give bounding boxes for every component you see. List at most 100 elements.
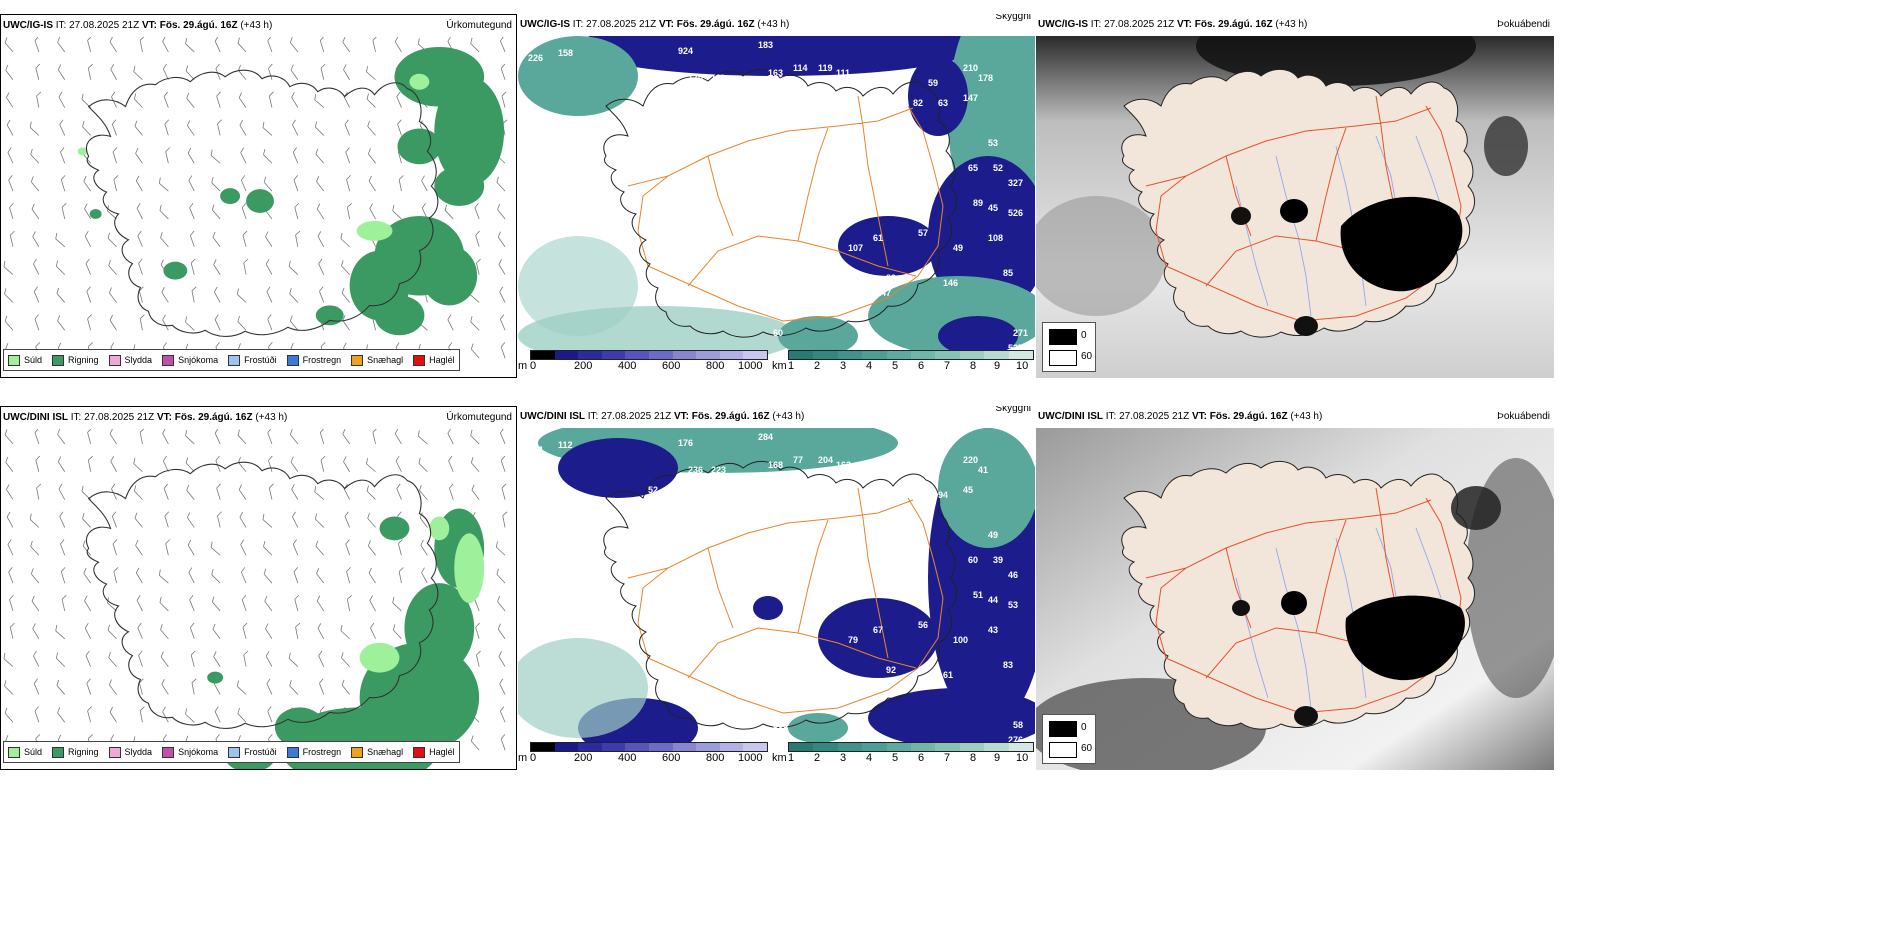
wind-barb xyxy=(87,63,93,80)
cloud-base-label: 176 xyxy=(678,438,693,448)
wind-barb xyxy=(138,286,144,303)
cloud-area xyxy=(558,438,678,498)
wind-barb xyxy=(32,231,40,247)
wind-barb xyxy=(419,484,428,500)
wind-barb xyxy=(138,258,143,275)
wind-barb xyxy=(239,119,247,136)
wind-barb xyxy=(396,483,402,500)
wind-barb xyxy=(7,147,14,164)
cloud-base-label: 83 xyxy=(1003,660,1013,670)
wind-barb xyxy=(238,456,247,472)
wind-barb xyxy=(136,203,143,220)
wind-barb xyxy=(366,458,376,473)
wind-barb xyxy=(4,315,14,331)
wind-barb xyxy=(55,652,66,667)
lead-time: (+43 h) xyxy=(772,411,805,422)
cloud-base-label: 39 xyxy=(993,555,1003,565)
cloud-area xyxy=(928,156,1035,316)
valid-label: VT: xyxy=(156,412,172,423)
wind-barb xyxy=(3,260,14,275)
colorbar-tick: 4 xyxy=(866,360,873,372)
wind-barb xyxy=(268,483,274,500)
wind-barb xyxy=(242,230,248,247)
precip-areas xyxy=(207,508,485,769)
cloud-base-label: 53 xyxy=(928,470,938,480)
colorbar-tick: 3 xyxy=(840,360,847,372)
wind-barb xyxy=(395,455,402,472)
cloud-base-label: 60 xyxy=(968,555,978,565)
wind-barb xyxy=(496,568,506,584)
wind-barb xyxy=(36,91,42,108)
colorbar-tick: 2 xyxy=(814,360,821,372)
wind-barb xyxy=(474,202,480,220)
wind-barb xyxy=(317,623,325,639)
wind-barb xyxy=(185,65,195,81)
legend-item-snow: Snjókoma xyxy=(162,746,218,758)
wind-barb xyxy=(216,483,221,500)
wind-barb xyxy=(316,203,325,220)
ptype-panel-row1: UWC/IG-IS IT: 27.08.2025 21Z VT: Fös. 29… xyxy=(0,14,517,378)
wind-barb xyxy=(5,456,14,472)
wind-barb xyxy=(340,232,350,248)
cloud-base-label: 117 xyxy=(528,445,543,455)
wind-barb xyxy=(85,650,92,667)
wind-barb xyxy=(55,260,66,275)
colorbar-tick: 5 xyxy=(892,360,899,372)
cloud-base-label: 226 xyxy=(528,53,543,63)
wind-barb xyxy=(214,314,221,331)
cloud-map: 226 158 924 183 170 111 163 114 119 111 45 59 82 63 21… xyxy=(518,36,1035,356)
model-name: UWC/DINI ISL xyxy=(3,412,68,423)
wind-barb xyxy=(112,147,118,164)
wind-barb xyxy=(237,429,247,445)
wind-barb xyxy=(343,483,351,500)
wind-barb xyxy=(264,595,273,612)
wind-barb xyxy=(294,202,300,220)
variable-name: Skyggni xyxy=(995,406,1031,414)
colorbar-tick: 1000 xyxy=(738,752,763,764)
wind-barb xyxy=(4,288,14,303)
fog-legend: 0 60 xyxy=(1042,714,1096,764)
wind-barb xyxy=(81,93,91,108)
wind-barb xyxy=(500,342,506,359)
wind-barb xyxy=(86,286,92,303)
cloud-base-label: 45 xyxy=(648,93,658,103)
cloud-base-label: 59 xyxy=(928,78,938,88)
cloud-base-label: 61 xyxy=(873,233,883,243)
wind-barb xyxy=(292,511,299,528)
colorbar-tick: 200 xyxy=(574,360,593,372)
wind-barb xyxy=(470,316,480,331)
wind-barb xyxy=(500,63,506,80)
wind-barb xyxy=(165,539,171,556)
wind-barb xyxy=(265,623,273,639)
wind-barb xyxy=(30,568,40,584)
wind-barb xyxy=(243,258,249,275)
wind-barb xyxy=(392,205,402,220)
variable-name: Úrkomutegund xyxy=(446,20,512,31)
wind-barb xyxy=(164,511,170,528)
wind-barb xyxy=(108,651,117,667)
wind-barb xyxy=(159,596,169,612)
wind-barb xyxy=(134,512,143,528)
wind-barb xyxy=(291,92,299,108)
panel-header: UWC/DINI ISL IT: 27.08.2025 21Z VT: Fös.… xyxy=(518,406,1035,428)
wind-barb xyxy=(82,121,91,136)
wind-barb xyxy=(475,622,480,639)
wind-barb xyxy=(162,706,169,723)
wind-barb xyxy=(87,706,92,723)
wind-barb xyxy=(9,202,14,220)
wind-barb xyxy=(210,149,221,164)
cloud-panel-row2: UWC/DINI ISL IT: 27.08.2025 21Z VT: Fös.… xyxy=(518,406,1035,770)
cloud-base-label: 61 xyxy=(943,670,953,680)
colorbar-tick: 800 xyxy=(706,360,725,372)
wind-barb xyxy=(111,119,117,136)
wind-barb xyxy=(33,258,40,275)
cloud-base-label: 49 xyxy=(953,243,963,253)
wind-barb xyxy=(243,650,249,667)
colorbar-tick: 10 xyxy=(1016,360,1029,372)
fog-map-svg xyxy=(1036,428,1554,770)
wind-barb xyxy=(214,286,221,303)
wind-barb xyxy=(240,539,247,556)
cloud-base-label: 94 xyxy=(938,490,948,500)
wind-barb xyxy=(497,231,506,247)
wind-barb xyxy=(57,456,66,472)
